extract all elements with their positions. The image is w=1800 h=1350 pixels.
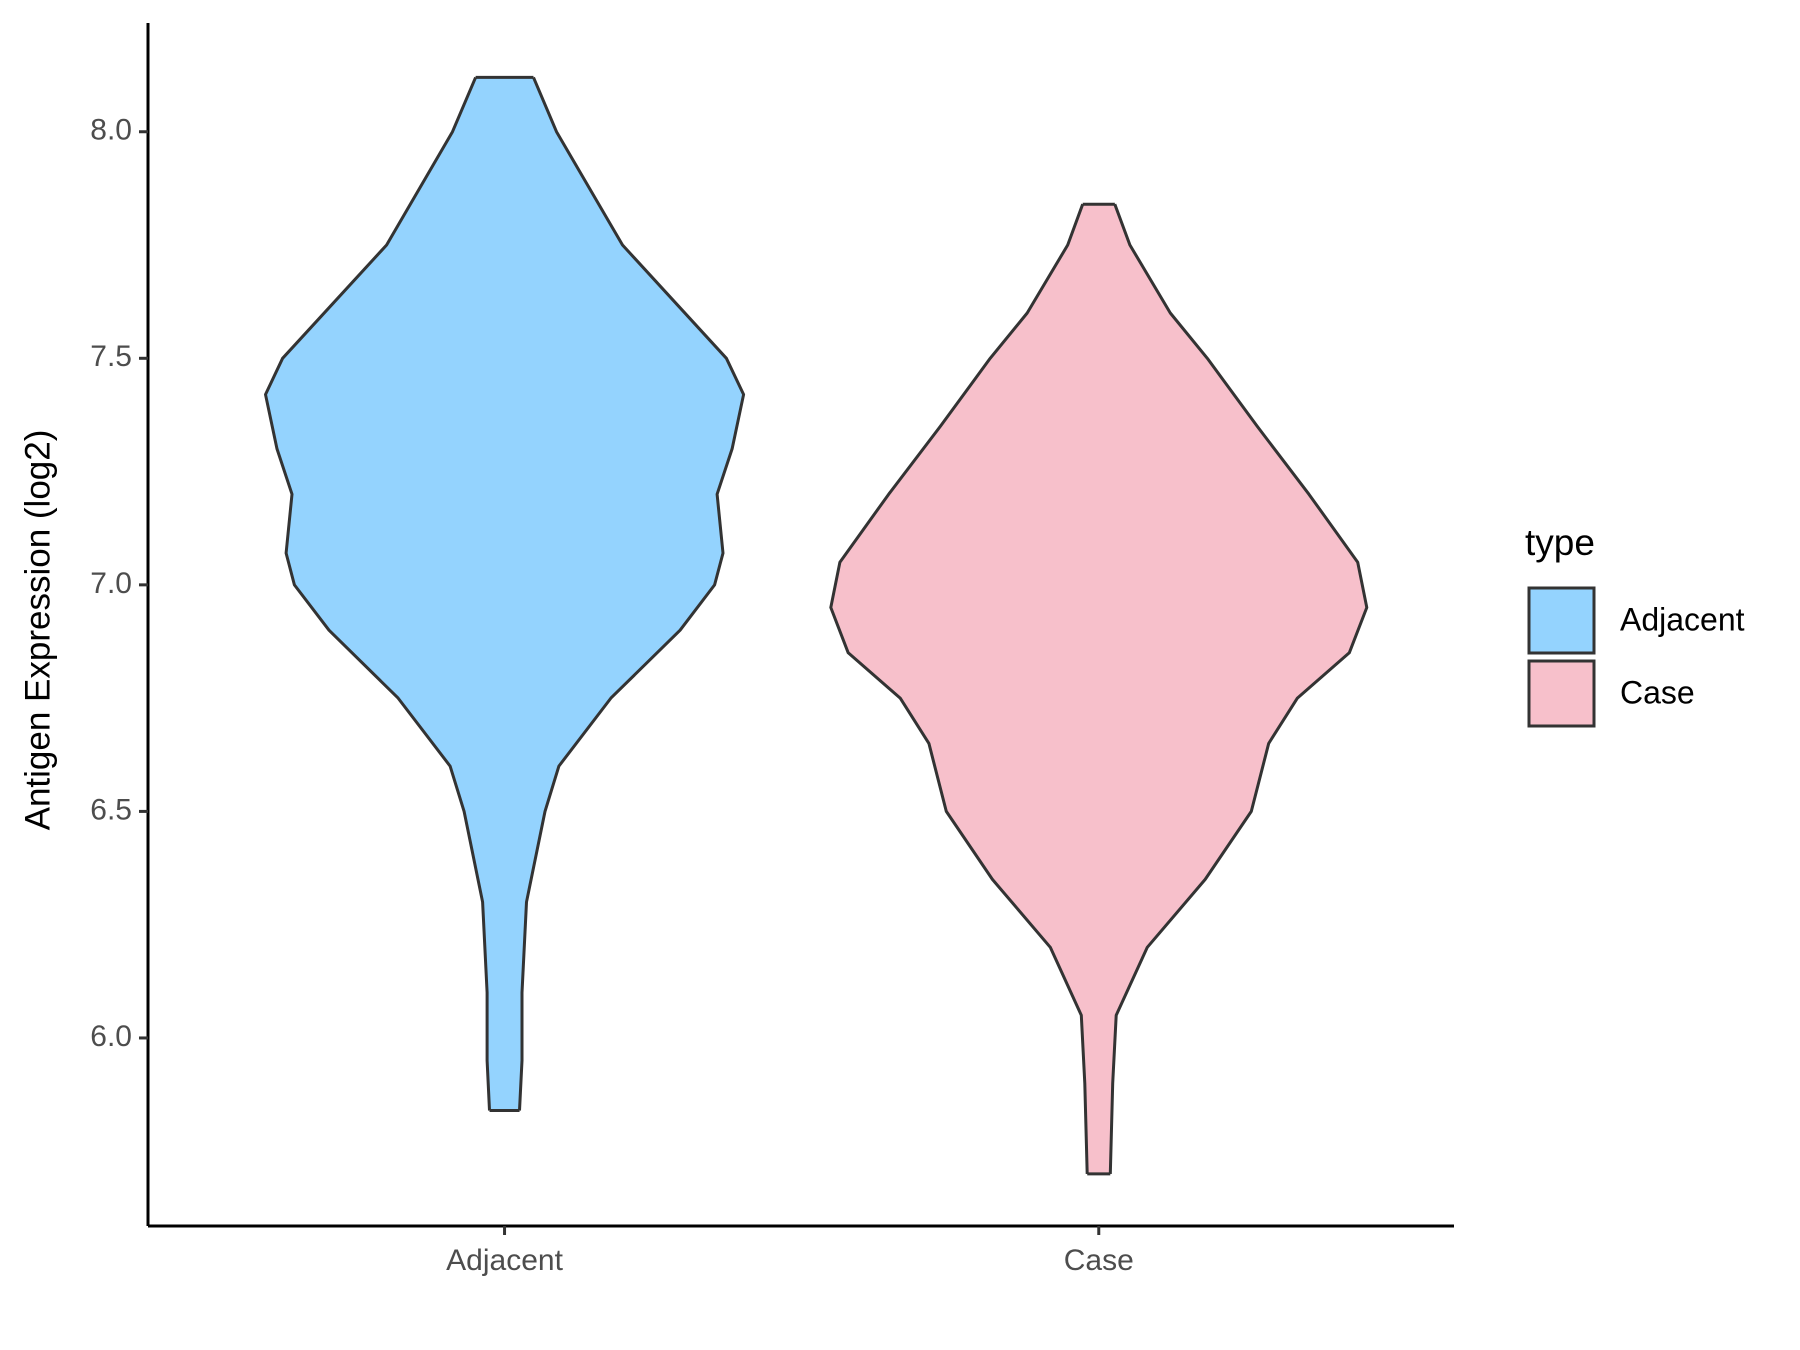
x-tick-label: Adjacent [446,1244,563,1277]
violin-outline-left [264,76,491,1111]
legend-label: Case [1620,674,1695,710]
y-tick-label: 6.0 [90,1020,132,1053]
violin-body [830,204,1367,1174]
y-tick-label: 6.5 [90,793,132,826]
legend-key [1527,586,1596,655]
legend-title: type [1525,522,1595,563]
y-axis-title: Antigen Expression (log2) [18,430,57,831]
legend-key [1527,659,1596,728]
violin-outline-right [1108,203,1369,1174]
violin-outline-left [829,203,1089,1174]
y-tick-label: 8.0 [90,114,132,147]
y-tick-label: 7.0 [90,567,132,600]
violin-outline-right [518,76,746,1111]
y-tick-label: 7.5 [90,340,132,373]
violin-body [265,77,744,1111]
x-tick-label: Case [1064,1244,1134,1277]
legend-label: Adjacent [1620,601,1745,637]
